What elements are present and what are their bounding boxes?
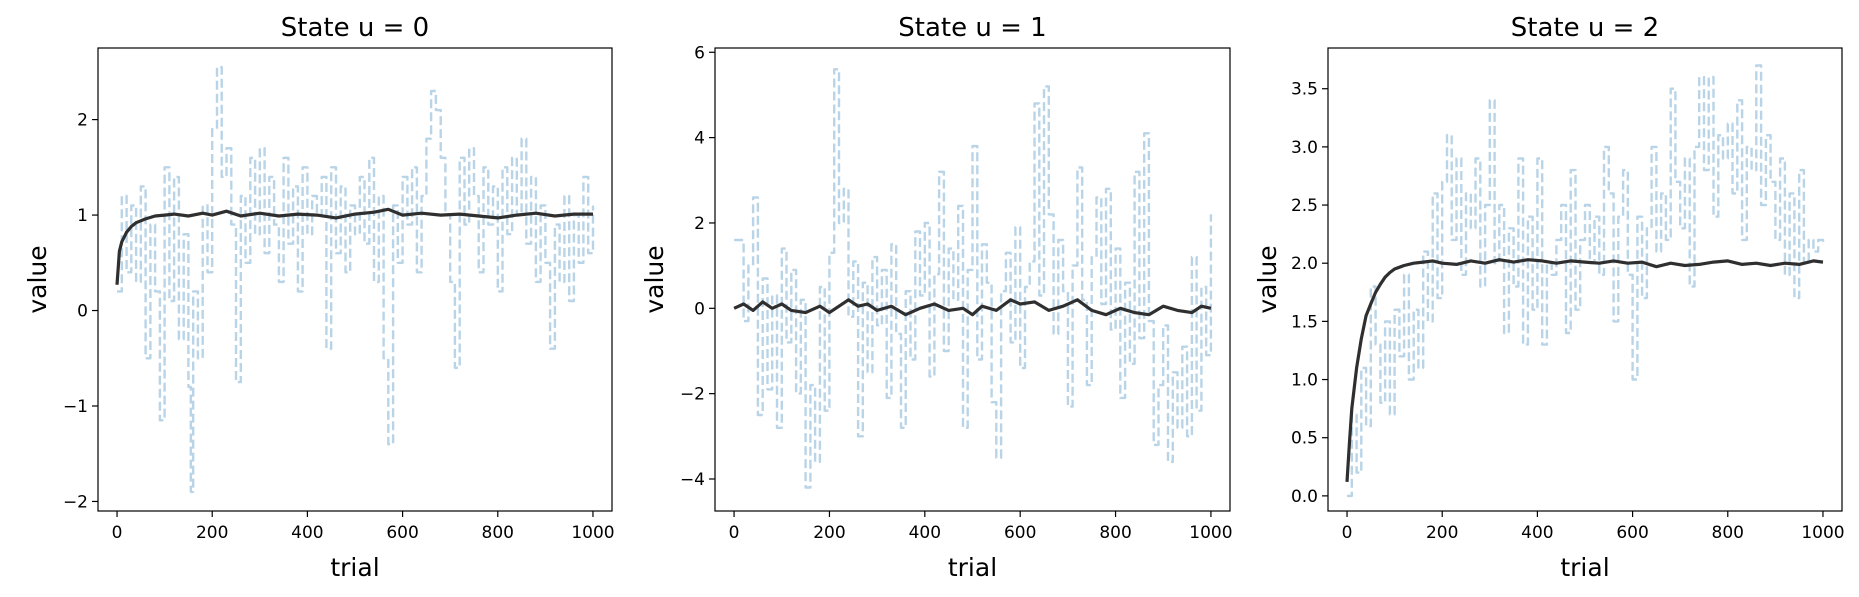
x-tick-label: 400 bbox=[909, 523, 941, 543]
x-tick-label: 600 bbox=[386, 523, 418, 543]
series-group bbox=[1345, 64, 1825, 498]
y-tick-label: −2 bbox=[680, 385, 705, 405]
y-tick-label: 4 bbox=[694, 129, 705, 149]
x-tick-label: 200 bbox=[196, 523, 228, 543]
series-group bbox=[733, 68, 1213, 489]
y-tick-label: 2.5 bbox=[1291, 196, 1318, 216]
y-tick-label: −4 bbox=[680, 470, 705, 490]
y-tick-label: 3.5 bbox=[1291, 80, 1318, 100]
y-axis-label: value bbox=[23, 245, 52, 313]
chart-title: State u = 1 bbox=[898, 13, 1046, 43]
x-tick-label: 400 bbox=[291, 523, 323, 543]
y-tick-label: 2 bbox=[694, 214, 705, 234]
y-axis-label: value bbox=[640, 245, 669, 313]
running-mean-series bbox=[1345, 258, 1824, 482]
y-tick-label: 2 bbox=[77, 111, 88, 131]
x-tick-label: 600 bbox=[1616, 523, 1648, 543]
x-tick-label: 600 bbox=[1004, 523, 1036, 543]
x-tick-label: 0 bbox=[112, 523, 123, 543]
chart-title: State u = 0 bbox=[281, 13, 429, 43]
x-axis-label: trial bbox=[330, 553, 379, 582]
y-tick-label: −2 bbox=[63, 492, 88, 512]
trial-value-series bbox=[734, 68, 1213, 489]
axes-frame bbox=[97, 47, 613, 512]
running-mean-series bbox=[733, 298, 1212, 317]
y-tick-label: 3.0 bbox=[1291, 138, 1318, 158]
x-tick-label: 1000 bbox=[1189, 523, 1232, 543]
x-axis-label: trial bbox=[1560, 553, 1609, 582]
y-tick-label: 1 bbox=[77, 206, 88, 226]
x-tick-label: 200 bbox=[813, 523, 845, 543]
chart-title: State u = 2 bbox=[1511, 13, 1659, 43]
trial-value-series bbox=[1347, 64, 1825, 498]
x-tick-label: 800 bbox=[482, 523, 514, 543]
x-axis-label: trial bbox=[948, 553, 997, 582]
y-tick-label: 0.5 bbox=[1291, 429, 1318, 449]
y-tick-label: 1.5 bbox=[1291, 312, 1318, 332]
series-group bbox=[115, 65, 595, 494]
x-tick-label: 800 bbox=[1099, 523, 1131, 543]
y-tick-label: 0 bbox=[77, 302, 88, 322]
y-tick-label: 0 bbox=[694, 299, 705, 319]
trial-value-series bbox=[117, 65, 595, 494]
y-axis-label: value bbox=[1253, 245, 1282, 313]
x-tick-label: 1000 bbox=[571, 523, 614, 543]
x-tick-label: 0 bbox=[1342, 523, 1353, 543]
running-mean-series bbox=[115, 207, 593, 285]
y-tick-label: 6 bbox=[694, 43, 705, 63]
x-tick-label: 800 bbox=[1712, 523, 1744, 543]
y-tick-label: 1.0 bbox=[1291, 371, 1318, 391]
y-tick-label: 0.0 bbox=[1291, 487, 1318, 507]
y-tick-label: 2.0 bbox=[1291, 254, 1318, 274]
chart-panel-1: 0 200 400 600 800 1000 −4 −2 0 2 4 6 State u = 1 tria… bbox=[640, 13, 1233, 582]
x-tick-label: 400 bbox=[1521, 523, 1553, 543]
axes-frame bbox=[714, 47, 1231, 512]
chart-panel-2: 0 200 400 600 800 1000 0.0 0.5 1.0 1.5 2.0 2.5 3.0 3.… bbox=[1253, 13, 1845, 582]
x-tick-label: 0 bbox=[729, 523, 740, 543]
x-tick-label: 200 bbox=[1426, 523, 1458, 543]
axes-frame bbox=[1327, 47, 1843, 512]
x-tick-label: 1000 bbox=[1801, 523, 1844, 543]
chart-panel-0: 0 200 400 600 800 1000 −2 −1 0 1 2 State u = 0 trial… bbox=[23, 13, 615, 582]
y-tick-label: −1 bbox=[63, 397, 88, 417]
